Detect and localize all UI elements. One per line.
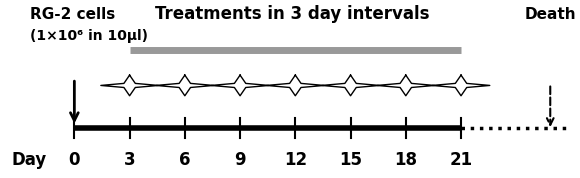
Text: (1×10⁶ in 10µl): (1×10⁶ in 10µl) bbox=[30, 29, 148, 43]
Polygon shape bbox=[377, 75, 434, 96]
Text: 12: 12 bbox=[284, 151, 307, 169]
Text: 15: 15 bbox=[339, 151, 362, 169]
Text: 9: 9 bbox=[234, 151, 246, 169]
Text: Death: Death bbox=[524, 7, 576, 22]
Polygon shape bbox=[267, 75, 324, 96]
Text: Day: Day bbox=[12, 151, 47, 169]
Polygon shape bbox=[156, 75, 213, 96]
Polygon shape bbox=[322, 75, 379, 96]
Polygon shape bbox=[101, 75, 158, 96]
Text: RG-2 cells: RG-2 cells bbox=[30, 7, 115, 22]
Polygon shape bbox=[211, 75, 269, 96]
Polygon shape bbox=[432, 75, 490, 96]
Text: Treatments in 3 day intervals: Treatments in 3 day intervals bbox=[155, 5, 430, 23]
Text: 3: 3 bbox=[124, 151, 135, 169]
Text: 18: 18 bbox=[394, 151, 417, 169]
Text: 6: 6 bbox=[179, 151, 191, 169]
Text: 21: 21 bbox=[450, 151, 473, 169]
Text: 0: 0 bbox=[68, 151, 80, 169]
